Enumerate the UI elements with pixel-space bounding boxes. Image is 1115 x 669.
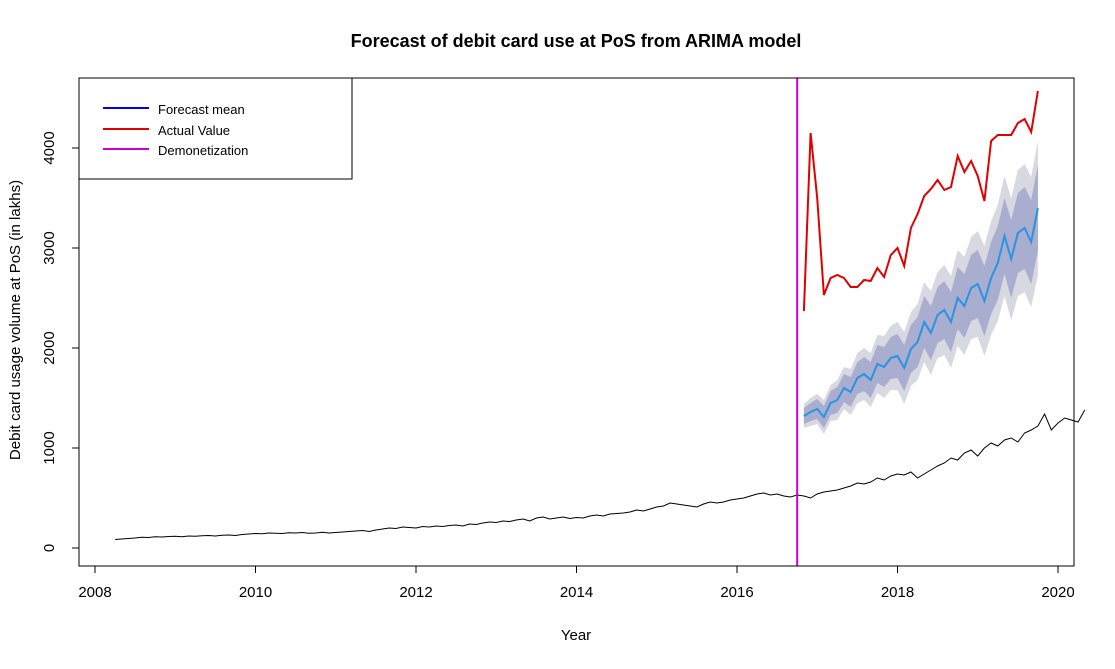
- forecast-mean-line: [803, 207, 1039, 419]
- chart-title: Forecast of debit card use at PoS from A…: [351, 31, 802, 51]
- x-tick-label: 2012: [399, 584, 432, 601]
- forecast-80-interval: [803, 165, 1038, 428]
- y-tick-label: 3000: [41, 231, 58, 264]
- y-tick-label: 2000: [41, 331, 58, 364]
- y-tick-label: 1000: [41, 431, 58, 464]
- legend-label-actual-value: Actual Value: [158, 123, 230, 138]
- y-axis-label: Debit card usage volume at PoS (in lakhs…: [7, 180, 24, 460]
- historical-line: [115, 409, 1086, 540]
- y-tick-label: 4000: [41, 131, 58, 164]
- actual-value-line: [802, 90, 1039, 312]
- historical-series: [115, 409, 1086, 540]
- y-tick-label: 0: [41, 544, 58, 552]
- legend: Forecast mean Actual Value Demonetizatio…: [78, 77, 353, 180]
- x-tick-label: 2008: [78, 584, 111, 601]
- x-tick-label: 2010: [239, 584, 272, 601]
- x-tick-label: 2016: [720, 584, 753, 601]
- x-axis-label: Year: [561, 627, 591, 644]
- actual-value-series: [802, 90, 1039, 312]
- y-axis: 0 1000 2000 3000 4000: [41, 131, 79, 552]
- legend-label-forecast-mean: Forecast mean: [158, 102, 245, 117]
- x-axis: 2008 2010 2012 2014 2016 2018 2020: [78, 566, 1075, 601]
- legend-label-demonetization: Demonetization: [158, 143, 248, 158]
- forecast-80-band: [803, 165, 1038, 428]
- x-tick-label: 2014: [560, 584, 593, 601]
- x-tick-label: 2018: [881, 584, 914, 601]
- forecast-mean-series: [803, 207, 1039, 419]
- x-tick-label: 2020: [1041, 584, 1074, 601]
